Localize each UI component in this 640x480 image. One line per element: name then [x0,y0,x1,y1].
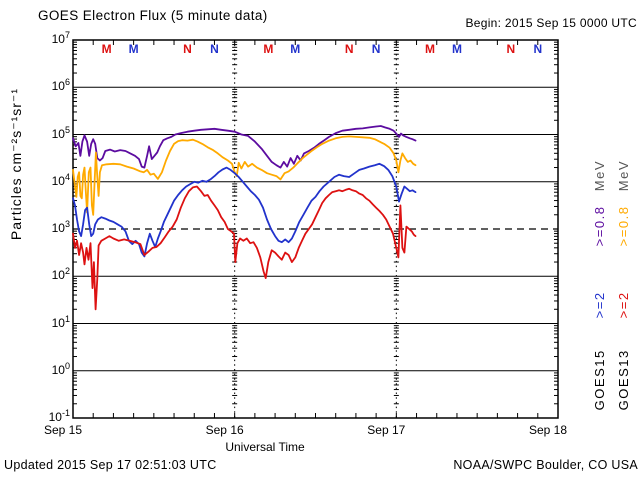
series-goes13-2mev [72,185,417,311]
marker-n-goes13: N [345,42,354,56]
marker-m-goes15: M [129,42,139,56]
legend-goes15-mev-unit: MeV [592,159,607,191]
series-goes15-0.8mev [72,125,417,169]
marker-m-goes13: M [425,42,435,56]
series-goes13-0.8mev [72,135,417,216]
marker-n-goes13: N [183,42,192,56]
page-title: GOES Electron Flux (5 minute data) [38,8,268,23]
y-tick-label-1e2: 102 [51,266,70,283]
legend-goes15-08mev-label: >=0.8 [592,205,607,246]
marker-m-goes13: M [102,42,112,56]
y-tick-label-1e3: 103 [51,219,70,236]
marker-n-goes15: N [533,42,542,56]
y-tick-label-1e0: 100 [51,360,70,377]
legend-goes13-08mev-label: >=0.8 [616,205,631,246]
updated-timestamp: Updated 2015 Sep 17 02:51:03 UTC [4,458,217,472]
y-axis-tick-labels: 107 106 105 104 103 102 101 100 10-1 [14,0,70,480]
y-tick-label-1e-1: 10-1 [48,408,70,425]
y-tick-label-1e5: 105 [51,124,70,141]
legend-goes13: GOES13 >=2 >=0.8 MeV [616,160,631,410]
marker-n-goes13: N [507,42,516,56]
marker-n-goes15: N [372,42,381,56]
legend-goes13-mev-unit: MeV [616,159,631,191]
marker-n-goes15: N [210,42,219,56]
legend-goes15-2mev-label: >=2 [592,290,607,318]
y-tick-label-1e7: 107 [51,30,70,47]
legend-goes15-satellite: GOES15 [592,348,607,410]
begin-timestamp: Begin: 2015 Sep 15 0000 UTC [465,16,637,30]
source-attribution: NOAA/SWPC Boulder, CO USA [453,458,638,472]
legend-goes13-2mev-label: >=2 [616,290,631,318]
series-goes15-2mev [72,162,417,258]
y-tick-label-1e1: 101 [51,313,70,330]
marker-m-goes13: M [263,42,273,56]
y-tick-label-1e6: 106 [51,77,70,94]
x-axis-title: Universal Time [225,440,305,454]
y-tick-label-1e4: 104 [51,171,70,188]
marker-m-goes15: M [290,42,300,56]
marker-m-goes15: M [452,42,462,56]
plot-frame [72,39,559,419]
legend-goes13-satellite: GOES13 [616,348,631,410]
legend-goes15: GOES15 >=2 >=0.8 MeV [592,160,607,410]
